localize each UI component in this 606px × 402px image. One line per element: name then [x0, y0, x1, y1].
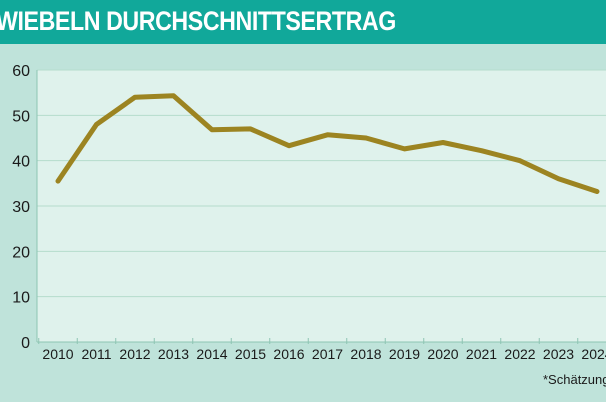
data-point-2022: [517, 158, 523, 163]
data-point-2024: [594, 189, 600, 194]
x-tick-label-2013: 2013: [158, 346, 189, 362]
x-tick-label-2017: 2017: [312, 346, 343, 362]
data-point-2013: [171, 93, 176, 99]
data-point-2014: [209, 127, 215, 133]
x-tick-label-2024: 2024: [581, 346, 606, 362]
x-tick-label-2023: 2023: [543, 346, 574, 362]
y-tick-label: 0: [21, 335, 30, 352]
x-tick-label-2019: 2019: [389, 346, 420, 362]
data-point-2011: [94, 122, 99, 127]
chart-title: WIEBELN DURCHSCHNITTSERTRAG: [0, 6, 396, 36]
x-axis: 2010 2011 2012 2013 2014 2015 2016 2017 2018 2019…: [37, 338, 606, 362]
x-tick-label-2012: 2012: [119, 346, 150, 362]
data-point-2016: [286, 143, 292, 148]
x-tick-label-2022: 2022: [504, 346, 535, 362]
data-point-2023: [556, 176, 561, 181]
x-tick-label-2011: 2011: [81, 346, 111, 362]
x-tick-label-2010: 2010: [42, 346, 73, 362]
y-tick-label: 50: [12, 108, 30, 125]
data-point-2019: [402, 146, 407, 152]
x-tick-label-2014: 2014: [196, 346, 227, 362]
footnote: *Schätzung: [543, 372, 606, 387]
y-tick-label: 40: [12, 154, 30, 171]
y-tick-label: 20: [12, 244, 30, 261]
y-tick-label: 60: [12, 63, 30, 80]
data-point-2015: [248, 126, 253, 132]
series-group: [55, 93, 600, 194]
data-point-2012: [132, 95, 138, 100]
y-axis: 0 10 20 30 40 50 60: [12, 63, 38, 352]
data-point-2020: [440, 140, 446, 145]
data-point-2010: [55, 178, 61, 184]
data-point-2018: [363, 135, 369, 141]
x-tick-label-2018: 2018: [350, 346, 381, 362]
data-point-2021: [479, 148, 484, 153]
x-tick-label-2015: 2015: [235, 346, 266, 362]
x-tick-label-2021: 2021: [466, 346, 497, 362]
y-tick-label: 30: [12, 199, 30, 216]
y-tick-label: 10: [12, 290, 30, 307]
x-tick-label-2020: 2020: [427, 346, 458, 362]
header-bar: WIEBELN DURCHSCHNITTSERTRAG: [0, 0, 606, 44]
x-tick-label-2016: 2016: [273, 346, 304, 362]
data-point-2017: [325, 132, 330, 138]
